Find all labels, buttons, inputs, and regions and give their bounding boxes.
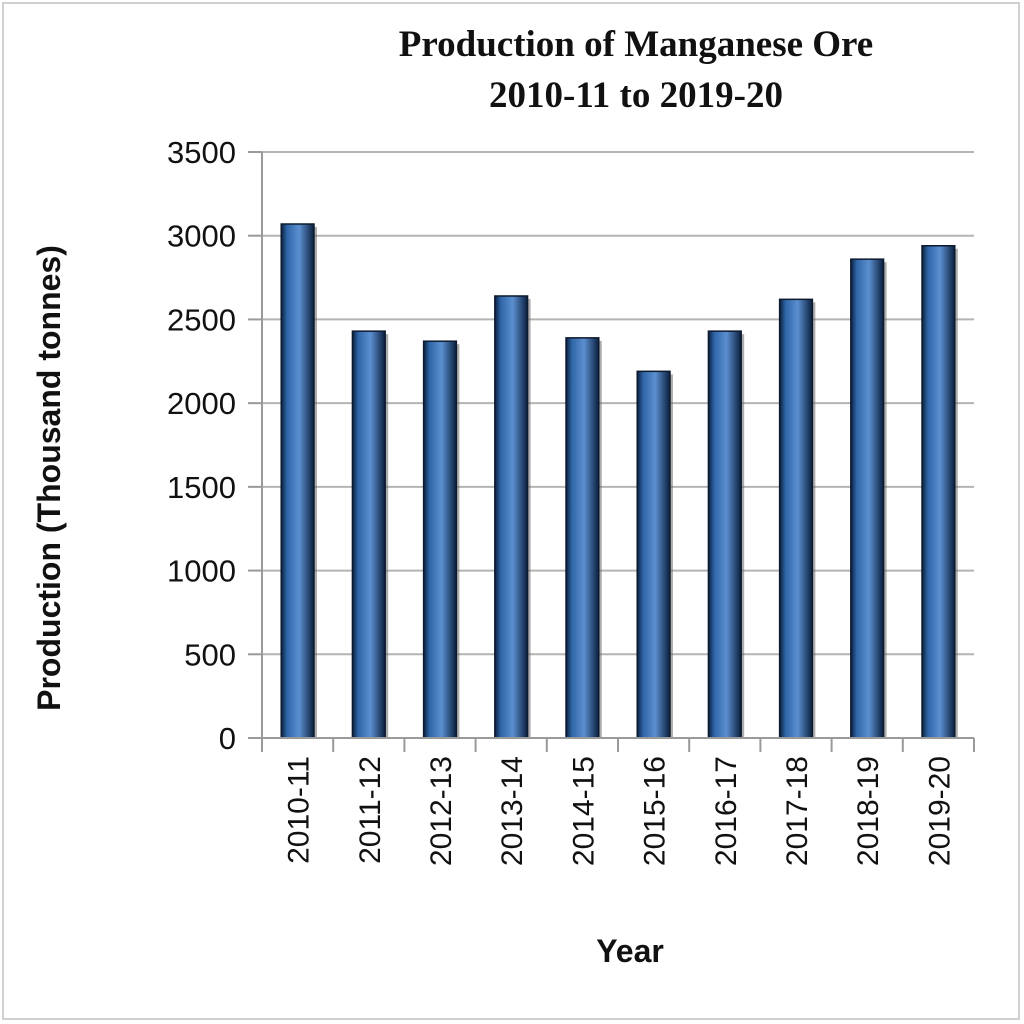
y-tick-label: 2500	[167, 302, 236, 337]
bar-2018-19	[850, 258, 885, 739]
chart-title-line2: 2010-11 to 2019-20	[489, 75, 783, 116]
y-tick-label: 1500	[167, 470, 236, 505]
x-tick-label: 2016-17	[710, 756, 743, 866]
y-tick-labels: 0 500 1000 1500 2000 2500 3000 3500	[167, 135, 236, 756]
x-tick-label: 2013-14	[496, 756, 529, 866]
x-tick-label: 2010-11	[283, 756, 316, 864]
x-tick-label: 2017-18	[781, 756, 814, 866]
y-tick-label: 500	[184, 637, 236, 672]
bar-2014-15	[565, 337, 600, 739]
axes	[248, 151, 975, 752]
chart-svg: Production of Manganese Ore 2010-11 to 2…	[31, 24, 975, 969]
x-tick-labels: 2010-11 2011-12 2012-13 2013-14 2014-15 2015-…	[283, 756, 957, 866]
y-tick-label: 1000	[167, 554, 236, 589]
bar-2010-11	[280, 223, 315, 739]
bar-2017-18	[778, 298, 814, 739]
bar-2013-14	[494, 295, 529, 739]
bar-2016-17	[707, 330, 742, 739]
x-tick-label: 2014-15	[567, 756, 600, 866]
x-tick-label: 2015-16	[639, 756, 672, 866]
x-tick-label: 2019-20	[923, 756, 956, 866]
y-axis-title: Production (Thousand tonnes)	[31, 245, 67, 711]
x-axis-title: Year	[596, 933, 664, 969]
bar-2015-16	[636, 370, 671, 739]
bars	[280, 223, 958, 739]
bar-2011-12	[351, 330, 386, 739]
y-tick-label: 3000	[167, 219, 236, 254]
x-tick-label: 2012-13	[425, 756, 458, 866]
x-tick-label: 2018-19	[852, 756, 885, 866]
y-tick-label: 0	[219, 721, 236, 756]
bar-2012-13	[422, 340, 458, 739]
chart-title-line1: Production of Manganese Ore	[399, 24, 873, 65]
bar-2019-20	[921, 245, 956, 739]
y-tick-label: 3500	[167, 135, 236, 170]
x-tick-label: 2011-12	[354, 756, 387, 864]
y-tick-label: 2000	[167, 386, 236, 421]
